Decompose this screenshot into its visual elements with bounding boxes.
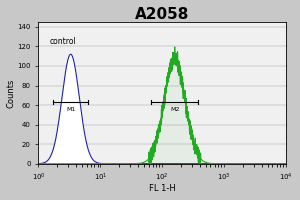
Y-axis label: Counts: Counts: [7, 78, 16, 108]
Title: A2058: A2058: [135, 7, 190, 22]
Text: M2: M2: [170, 107, 179, 112]
X-axis label: FL 1-H: FL 1-H: [149, 184, 176, 193]
Text: control: control: [50, 37, 76, 46]
Text: M1: M1: [66, 107, 75, 112]
